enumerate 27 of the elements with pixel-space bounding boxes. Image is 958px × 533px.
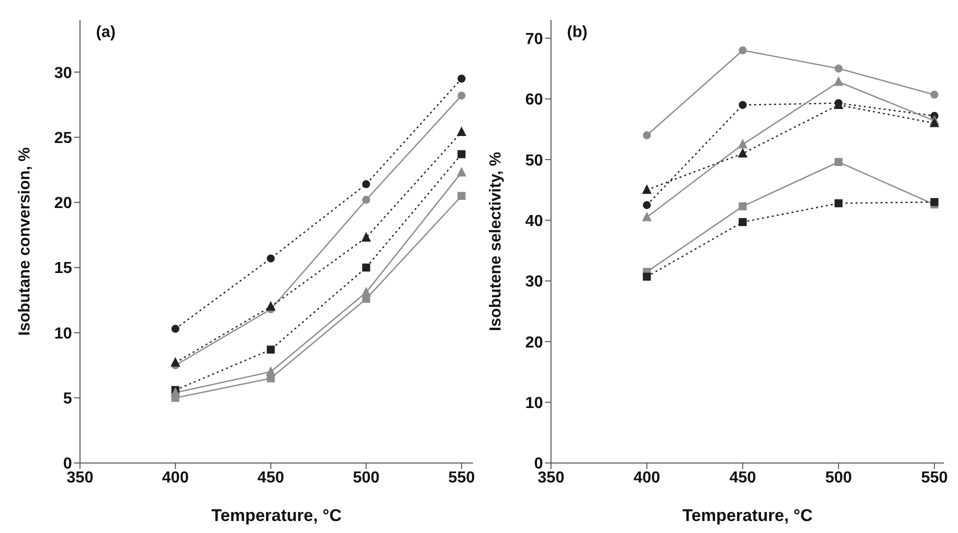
y-tick-label: 70: [525, 30, 544, 48]
y-tick-label: 25: [54, 130, 72, 147]
x-tick-label: 500: [352, 469, 380, 486]
y-tick-label: 30: [525, 274, 544, 291]
chart-title: (a): [96, 24, 116, 42]
y-tick-label: 10: [54, 325, 72, 342]
y-tick-label: 30: [54, 64, 72, 82]
y-axis-title: Isobutane conversion, %: [16, 147, 34, 336]
y-tick-label: 15: [54, 260, 72, 278]
x-tick-label: 500: [825, 469, 852, 486]
y-tick-label: 20: [525, 334, 544, 352]
x-axis-title: Temperature, °C: [682, 506, 813, 525]
x-tick-label: 450: [257, 469, 284, 486]
y-tick-label: 60: [525, 92, 544, 109]
y-tick-label: 20: [54, 195, 72, 212]
x-tick-label: 550: [921, 469, 948, 486]
x-axis-title: Temperature, °C: [211, 506, 342, 525]
x-tick-label: 400: [162, 469, 189, 486]
y-tick-label: 40: [525, 212, 544, 230]
y-tick-label: 50: [525, 152, 544, 170]
y-axis-title: Isobutene selectivity, %: [488, 152, 505, 332]
x-tick-label: 450: [729, 469, 756, 486]
y-tick-label: 10: [525, 394, 544, 412]
x-tick-label: 550: [448, 469, 475, 486]
y-tick-label: 5: [63, 390, 72, 408]
chart-title: (b): [567, 24, 588, 42]
x-tick-label: 400: [634, 469, 660, 486]
